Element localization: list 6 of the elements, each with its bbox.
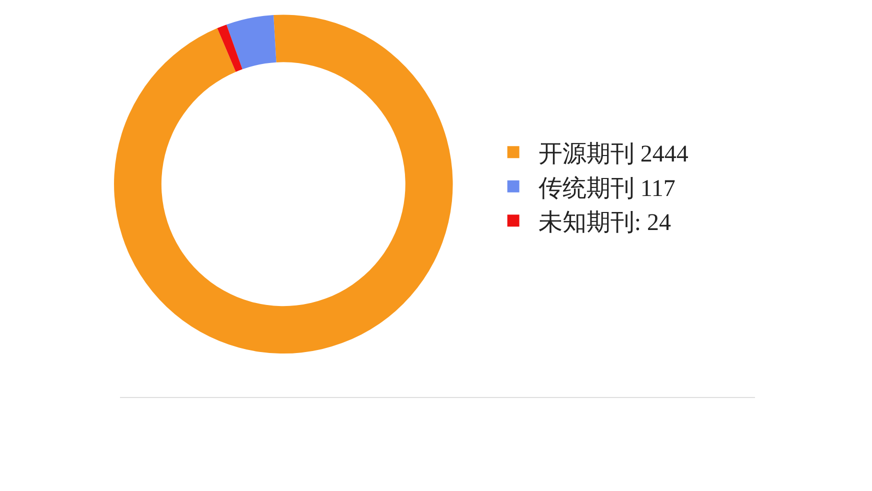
donut-slice (114, 15, 453, 354)
legend-label: 传统期刊 117 (538, 174, 676, 202)
donut-slice (226, 15, 276, 70)
legend-label: 未知期刊: 24 (538, 210, 671, 236)
legend-label: 开源期刊 2444 (538, 142, 688, 168)
donut-slice (217, 24, 242, 72)
